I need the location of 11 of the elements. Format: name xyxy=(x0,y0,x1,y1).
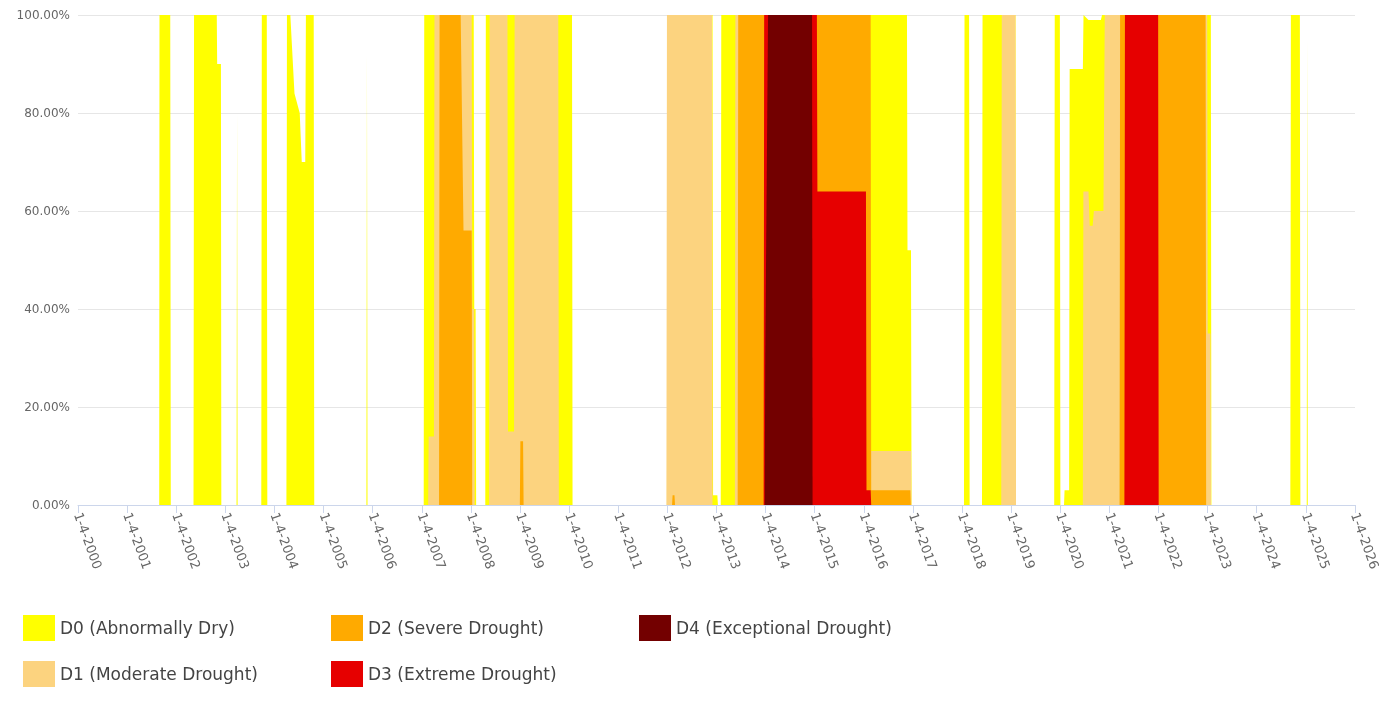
legend-label: D1 (Moderate Drought) xyxy=(60,664,258,684)
y-tick-label: 0.00% xyxy=(31,498,70,512)
legend-label: D3 (Extreme Drought) xyxy=(368,664,557,684)
legend-label: D2 (Severe Drought) xyxy=(368,618,544,638)
legend-label: D0 (Abnormally Dry) xyxy=(60,618,235,638)
y-tick-label: 80.00% xyxy=(24,106,70,120)
y-tick-label: 60.00% xyxy=(24,204,70,218)
y-tick-label: 40.00% xyxy=(24,302,70,316)
y-tick-label: 100.00% xyxy=(16,8,70,22)
legend-label: D4 (Exceptional Drought) xyxy=(676,618,892,638)
y-tick-label: 20.00% xyxy=(24,400,70,414)
